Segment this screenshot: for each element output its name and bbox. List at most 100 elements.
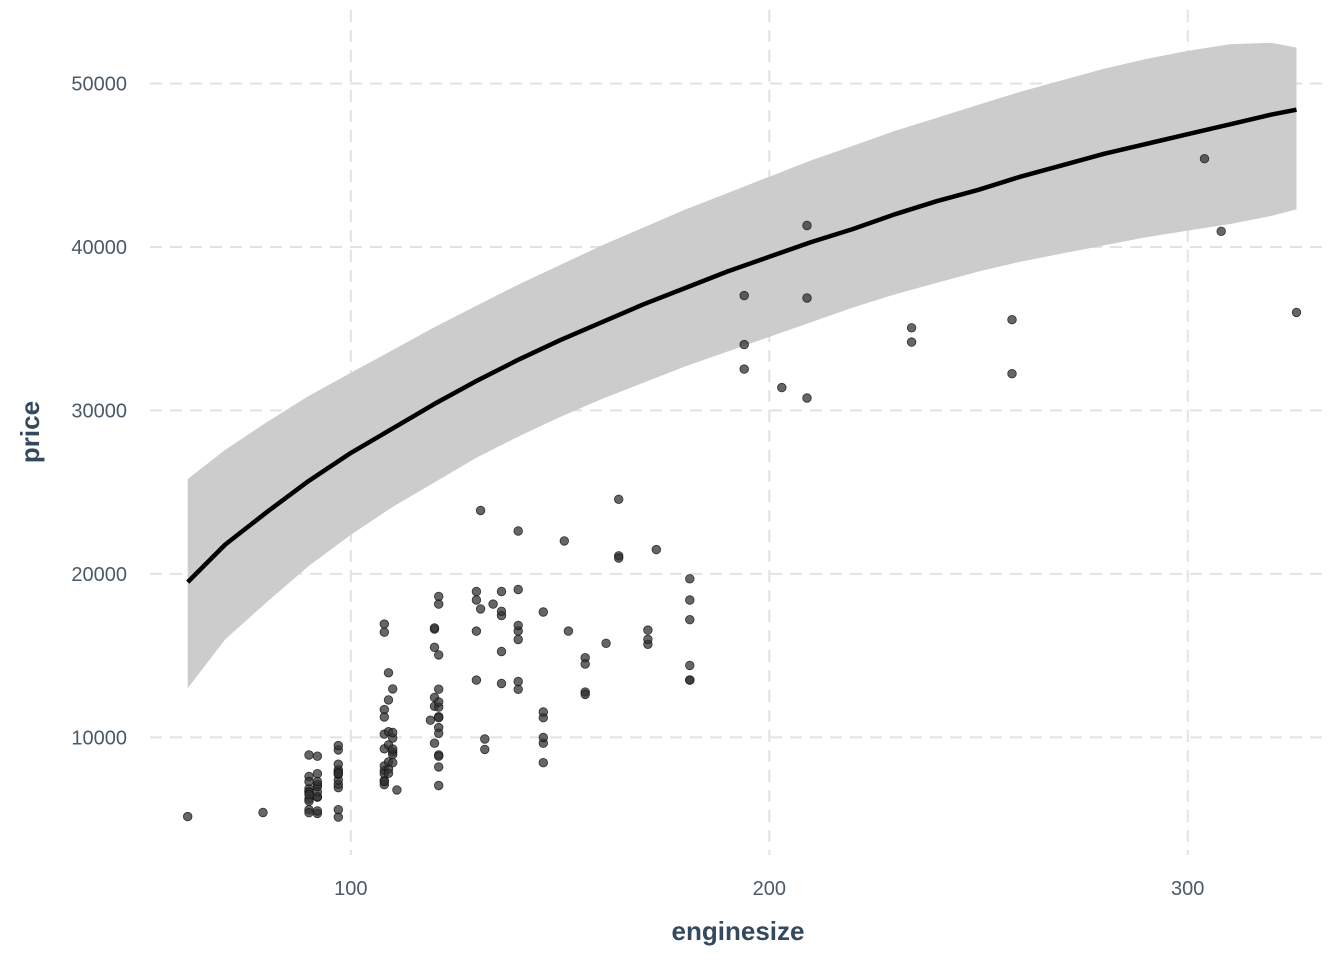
data-point (739, 339, 749, 350)
data-point (513, 634, 523, 645)
data-point (513, 584, 523, 595)
data-point (379, 619, 390, 629)
data-point (471, 586, 482, 597)
data-point (601, 638, 611, 649)
data-point (333, 759, 344, 769)
data-point (739, 290, 749, 301)
data-point (563, 626, 574, 636)
data-point (304, 790, 314, 800)
data-point (513, 684, 523, 695)
data-point (304, 776, 314, 787)
data-point (1291, 307, 1302, 318)
fit-line (186, 107, 1297, 584)
data-point (513, 620, 523, 631)
data-point (333, 805, 344, 815)
data-point (383, 668, 394, 678)
data-point (614, 553, 624, 563)
y-tick-label: 20000 (71, 564, 127, 586)
data-point (906, 323, 917, 333)
data-point (496, 606, 507, 617)
data-point (685, 675, 695, 685)
data-point (471, 595, 482, 605)
data-point (685, 615, 695, 625)
data-point (777, 382, 787, 393)
data-point (434, 751, 444, 761)
data-point (802, 393, 812, 403)
data-point (475, 505, 486, 516)
data-point (1007, 315, 1017, 325)
data-point (906, 337, 917, 347)
data-point (434, 728, 444, 739)
data-point (685, 574, 695, 584)
data-point (475, 604, 486, 614)
data-point (480, 744, 490, 755)
data-point (685, 595, 695, 605)
data-point (651, 544, 662, 555)
confidence-band (187, 42, 1297, 689)
data-point (429, 623, 440, 633)
x-tick-label: 200 (753, 878, 786, 900)
data-point (559, 536, 570, 546)
data-point (388, 727, 398, 738)
data-point (312, 776, 323, 787)
data-point (304, 750, 314, 760)
data-point (614, 494, 624, 505)
x-axis-title: enginesize (672, 916, 805, 946)
confidence-ribbon (187, 42, 1297, 689)
data-point (434, 762, 444, 772)
data-point (513, 676, 523, 687)
x-tick-label: 100 (334, 878, 367, 900)
data-point (580, 689, 590, 700)
data-point (739, 364, 749, 374)
y-tick-label: 50000 (71, 74, 127, 96)
data-point (434, 599, 444, 609)
y-tick-label: 10000 (71, 727, 127, 749)
data-point (1199, 153, 1210, 164)
data-point (429, 738, 440, 748)
data-point (802, 220, 812, 231)
data-point (312, 769, 323, 779)
y-axis-title: price (15, 401, 45, 463)
x-tick-label: 300 (1171, 878, 1204, 900)
data-point (429, 642, 440, 653)
data-point (434, 650, 444, 660)
data-point (643, 625, 653, 635)
data-point (496, 586, 507, 597)
data-point (333, 740, 344, 751)
data-point (379, 712, 390, 722)
data-point (383, 768, 394, 779)
scatter-points (182, 153, 1302, 822)
data-point (434, 697, 444, 707)
data-point (379, 627, 390, 637)
data-point (496, 678, 507, 689)
y-tick-label: 40000 (71, 237, 127, 259)
data-point (480, 734, 490, 744)
data-point (471, 626, 482, 636)
tick-labels: 100 200 300 10000 20000 30000 40000 50000 (71, 74, 1204, 900)
data-point (182, 811, 193, 822)
data-point (802, 293, 812, 303)
data-point (434, 684, 444, 694)
data-point (685, 660, 695, 671)
data-point (643, 634, 653, 645)
data-point (580, 659, 590, 669)
smooth-line (186, 107, 1297, 584)
data-point (538, 732, 549, 743)
data-point (333, 768, 344, 779)
data-point (304, 808, 314, 818)
data-point (388, 744, 398, 754)
data-point (1007, 369, 1017, 379)
data-point (425, 715, 436, 725)
data-point (312, 751, 323, 761)
data-point (488, 599, 498, 609)
data-point (513, 526, 523, 536)
y-tick-label: 30000 (71, 400, 127, 422)
data-point (434, 780, 444, 791)
data-point (434, 713, 444, 723)
data-point (538, 758, 549, 768)
data-point (388, 684, 398, 694)
data-point (538, 607, 549, 617)
data-point (538, 707, 549, 717)
data-point (392, 785, 402, 795)
